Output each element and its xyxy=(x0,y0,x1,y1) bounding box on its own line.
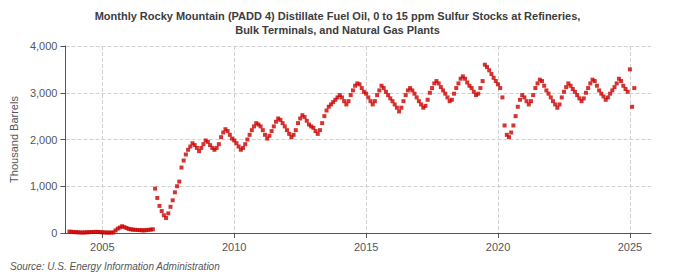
svg-text:3,000: 3,000 xyxy=(30,87,58,99)
svg-text:2020: 2020 xyxy=(486,241,510,253)
svg-text:Monthly Rocky Mountain (PADD 4: Monthly Rocky Mountain (PADD 4) Distilla… xyxy=(95,10,581,22)
svg-text:1,000: 1,000 xyxy=(30,180,58,192)
svg-text:0: 0 xyxy=(51,227,57,239)
svg-text:2025: 2025 xyxy=(618,241,642,253)
svg-text:Source: U.S. Energy Informatio: Source: U.S. Energy Information Administ… xyxy=(10,261,220,272)
svg-text:2,000: 2,000 xyxy=(30,134,58,146)
svg-text:4,000: 4,000 xyxy=(30,40,58,52)
svg-text:Bulk Terminals, and Natural Ga: Bulk Terminals, and Natural Gas Plants xyxy=(235,24,440,36)
svg-text:2005: 2005 xyxy=(90,241,114,253)
svg-text:2010: 2010 xyxy=(222,241,246,253)
svg-text:Thousand Barrels: Thousand Barrels xyxy=(8,96,20,183)
svg-text:2015: 2015 xyxy=(354,241,378,253)
